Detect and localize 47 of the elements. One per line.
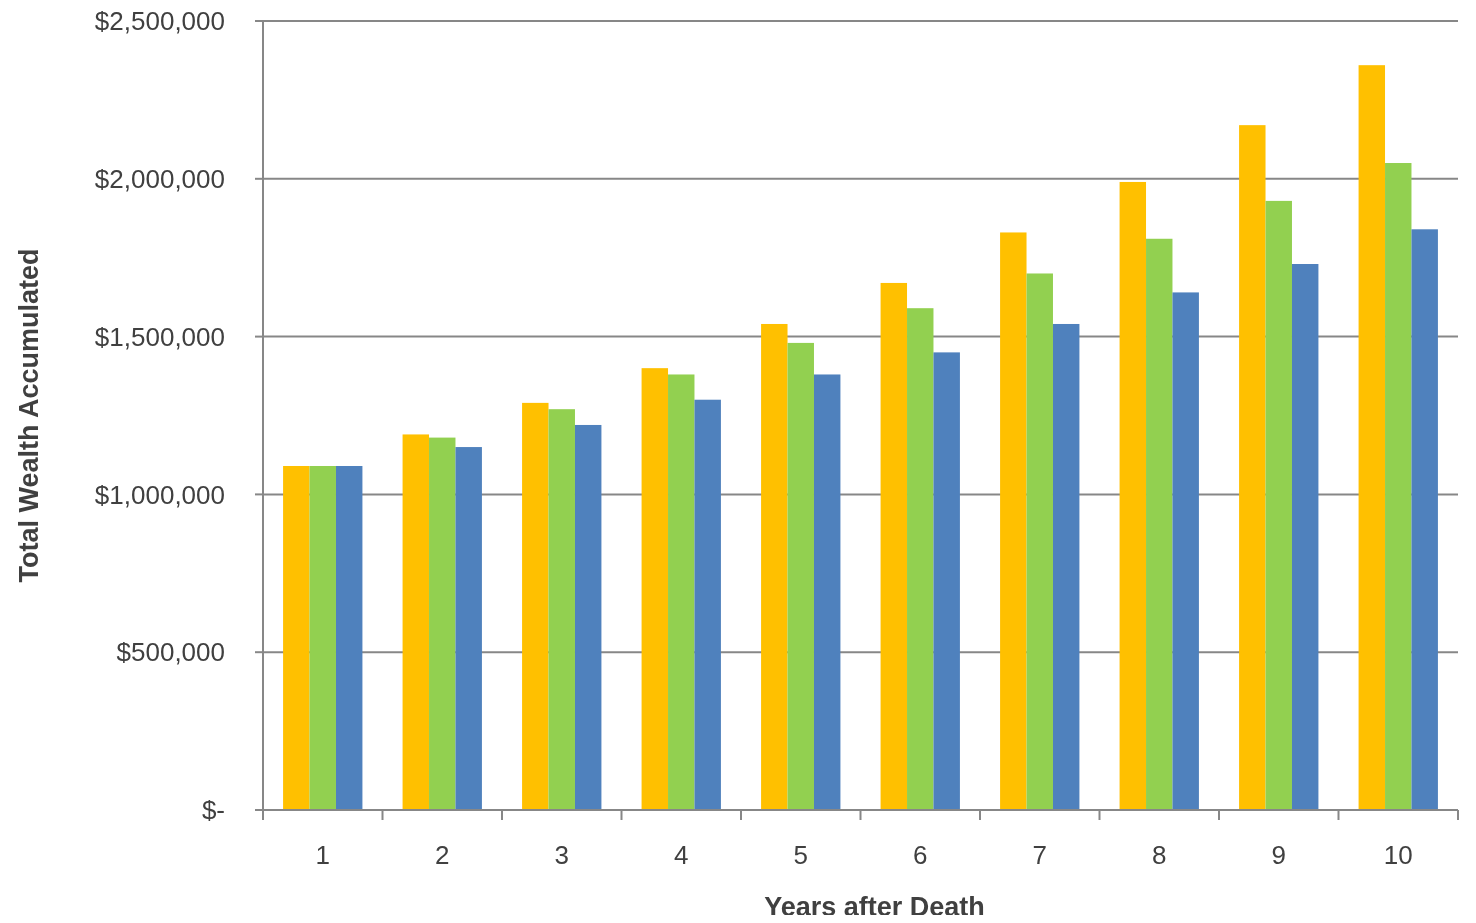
bar xyxy=(880,282,908,810)
bar xyxy=(455,447,482,810)
x-tick-label: 1 xyxy=(315,840,330,870)
bar xyxy=(574,424,602,810)
bar xyxy=(907,308,934,810)
bar xyxy=(1146,238,1173,810)
bar xyxy=(933,352,960,810)
x-tick-label: 4 xyxy=(674,840,689,870)
y-axis-title: Total Wealth Accumulated xyxy=(14,248,44,583)
bar xyxy=(694,399,721,810)
bar xyxy=(1291,264,1319,810)
x-tick-label: 6 xyxy=(913,840,928,870)
bar xyxy=(429,437,456,810)
bar xyxy=(761,323,788,810)
bar xyxy=(1026,273,1053,810)
bar xyxy=(668,374,695,810)
bar xyxy=(283,466,310,810)
bar xyxy=(402,434,430,810)
y-tick-label: $- xyxy=(201,795,225,826)
bar xyxy=(335,466,363,810)
bar xyxy=(1358,65,1386,810)
bar xyxy=(522,402,549,810)
bar xyxy=(641,368,669,810)
bar xyxy=(1239,125,1266,810)
x-tick-label: 7 xyxy=(1032,840,1047,870)
x-tick-label: 9 xyxy=(1271,840,1286,870)
x-tick-label: 5 xyxy=(793,840,808,870)
y-tick-label: $2,500,000 xyxy=(94,6,225,37)
bar xyxy=(1385,163,1412,810)
bar xyxy=(309,466,336,810)
x-tick-label: 8 xyxy=(1152,840,1167,870)
y-tick-label: $500,000 xyxy=(116,637,225,668)
y-tick-label: $1,000,000 xyxy=(94,479,225,510)
x-tick-label: 2 xyxy=(435,840,450,870)
bar xyxy=(1000,232,1027,810)
bar xyxy=(1172,292,1199,810)
x-tick-label: 10 xyxy=(1383,840,1413,870)
x-tick-label: 3 xyxy=(554,840,569,870)
bar xyxy=(1052,323,1080,810)
bar xyxy=(813,374,841,810)
bar xyxy=(787,342,814,810)
bar xyxy=(548,409,575,810)
y-tick-label: $1,500,000 xyxy=(94,321,225,352)
bar xyxy=(1265,200,1292,810)
y-tick-label: $2,000,000 xyxy=(94,163,225,194)
bar xyxy=(1411,229,1438,810)
bar xyxy=(1119,181,1147,810)
